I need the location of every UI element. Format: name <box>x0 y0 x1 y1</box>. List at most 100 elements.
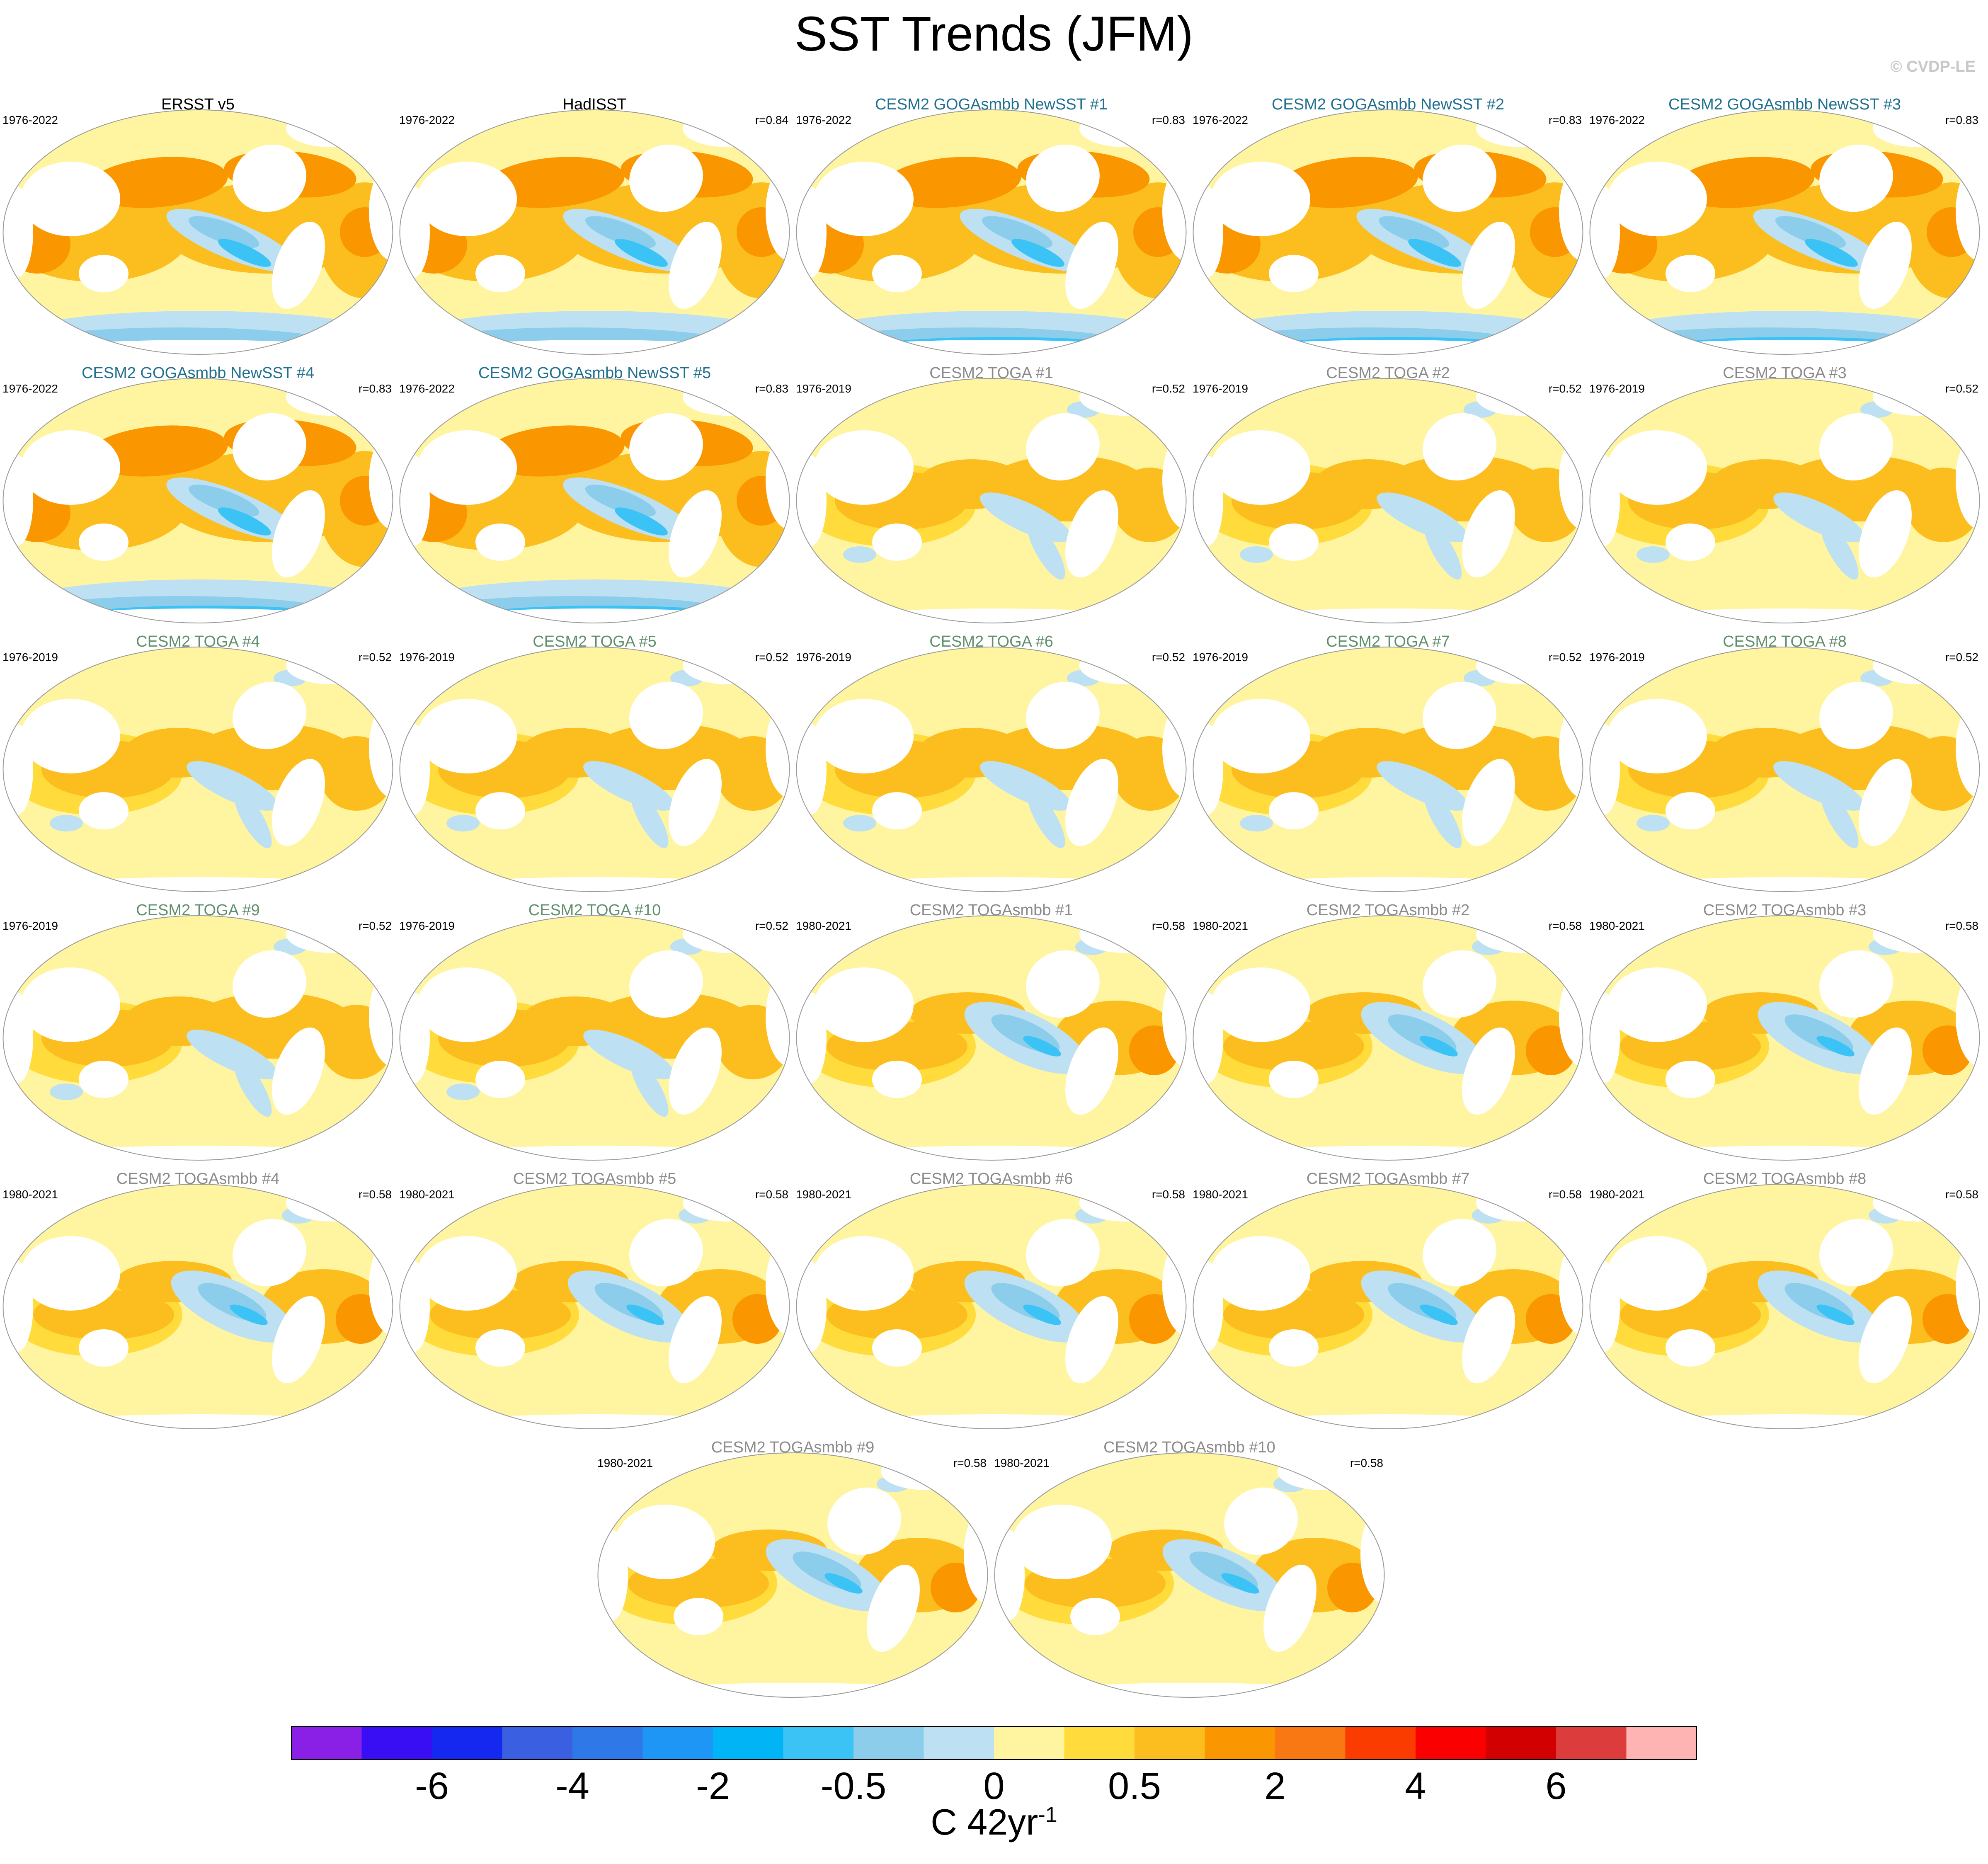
colorbar-swatch <box>1205 1726 1275 1760</box>
correlation-label: r=0.83 <box>358 382 392 395</box>
correlation-label: r=0.52 <box>755 919 788 932</box>
correlation-label: r=0.52 <box>1152 382 1185 395</box>
period-label: 1976-2022 <box>2 114 58 126</box>
colorbar-swatch <box>1275 1726 1346 1760</box>
period-label: 1976-2019 <box>1589 382 1645 395</box>
correlation-label: r=0.52 <box>1945 651 1978 664</box>
colorbar-swatch <box>432 1726 502 1760</box>
colorbar-swatch <box>924 1726 994 1760</box>
panel-title: CESM2 TOGAsmbb #1 <box>909 902 1073 919</box>
colorbar-swatch <box>291 1726 362 1760</box>
panel-title: CESM2 TOGAsmbb #6 <box>909 1170 1073 1188</box>
colorbar-swatch <box>361 1726 432 1760</box>
correlation-label: r=0.58 <box>1548 919 1582 932</box>
world-map <box>994 1452 1385 1698</box>
period-label: 1980-2021 <box>399 1188 455 1201</box>
correlation-label: r=0.83 <box>1152 114 1185 126</box>
period-label: 1980-2021 <box>994 1457 1050 1469</box>
correlation-label: r=0.52 <box>1945 382 1978 395</box>
world-map <box>1589 1184 1980 1429</box>
panel-title: CESM2 TOGA #1 <box>929 364 1053 382</box>
colorbar-swatch <box>1486 1726 1556 1760</box>
panel-title: CESM2 GOGAsmbb NewSST #1 <box>875 96 1108 113</box>
panel-title: CESM2 TOGAsmbb #10 <box>1103 1439 1275 1456</box>
map-panel: CESM2 TOGAsmbb #3 1980-2021 r=0.58 <box>1587 901 1983 1166</box>
period-label: 1976-2022 <box>796 114 851 126</box>
map-panel: CESM2 GOGAsmbb NewSST #2 1976-2022 r=0.83 <box>1190 95 1586 361</box>
world-map <box>1193 915 1583 1161</box>
colorbar-swatch <box>853 1726 924 1760</box>
world-map <box>1589 647 1980 892</box>
world-map <box>399 1184 790 1429</box>
world-map <box>597 1452 988 1698</box>
correlation-label: r=0.84 <box>755 114 788 126</box>
period-label: 1980-2021 <box>1193 919 1248 932</box>
world-map <box>2 647 393 892</box>
panel-title: CESM2 TOGA #3 <box>1723 364 1847 382</box>
world-map <box>399 647 790 892</box>
correlation-label: r=0.52 <box>1548 382 1582 395</box>
colorbar-swatch <box>642 1726 713 1760</box>
world-map <box>1589 378 1980 623</box>
panel-title: CESM2 GOGAsmbb NewSST #5 <box>478 364 711 382</box>
world-map <box>2 915 393 1161</box>
unit-exponent: -1 <box>1038 1803 1057 1827</box>
period-label: 1976-2019 <box>796 382 851 395</box>
correlation-label: r=0.52 <box>358 919 392 932</box>
correlation-label: r=0.58 <box>1350 1457 1383 1469</box>
panel-title: ERSST v5 <box>161 96 235 113</box>
period-label: 1976-2022 <box>1193 114 1248 126</box>
correlation-label: r=0.58 <box>1152 919 1185 932</box>
map-panel: ERSST v5 1976-2022 <box>0 95 396 361</box>
correlation-label: r=0.58 <box>1548 1188 1582 1201</box>
world-map <box>399 915 790 1161</box>
world-map <box>796 378 1187 623</box>
credit-label: © CVDP-LE <box>1890 58 1976 75</box>
world-map <box>1193 647 1583 892</box>
world-map <box>399 109 790 355</box>
period-label: 1976-2019 <box>2 651 58 664</box>
period-label: 1976-2022 <box>2 382 58 395</box>
colorbar-swatch <box>713 1726 783 1760</box>
map-panel: CESM2 GOGAsmbb NewSST #4 1976-2022 r=0.83 <box>0 364 396 629</box>
map-panel: CESM2 GOGAsmbb NewSST #1 1976-2022 r=0.83 <box>793 95 1189 361</box>
page-title: SST Trends (JFM) <box>795 7 1193 61</box>
panel-title: CESM2 TOGA #9 <box>136 902 260 919</box>
period-label: 1976-2019 <box>1193 651 1248 664</box>
world-map <box>1193 1184 1583 1429</box>
map-panel: CESM2 TOGA #5 1976-2019 r=0.52 <box>397 633 793 898</box>
map-panel: CESM2 TOGAsmbb #5 1980-2021 r=0.58 <box>397 1170 793 1435</box>
correlation-label: r=0.58 <box>358 1188 392 1201</box>
panel-title: CESM2 TOGAsmbb #9 <box>711 1439 875 1456</box>
world-map <box>2 378 393 623</box>
colorbar-swatch <box>502 1726 573 1760</box>
colorbar-unit-label: C 42yr-1 <box>0 1801 1988 1843</box>
panel-title: CESM2 TOGA #10 <box>528 902 661 919</box>
period-label: 1976-2019 <box>1193 382 1248 395</box>
correlation-label: r=0.83 <box>755 382 788 395</box>
map-panel: CESM2 TOGA #8 1976-2019 r=0.52 <box>1587 633 1983 898</box>
period-label: 1980-2021 <box>2 1188 58 1201</box>
period-label: 1980-2021 <box>1589 919 1645 932</box>
panel-title: CESM2 TOGA #6 <box>929 633 1053 650</box>
map-panel: CESM2 TOGA #9 1976-2019 r=0.52 <box>0 901 396 1166</box>
colorbar-swatch <box>1416 1726 1486 1760</box>
correlation-label: r=0.52 <box>1548 651 1582 664</box>
period-label: 1976-2022 <box>399 382 455 395</box>
period-label: 1980-2021 <box>597 1457 653 1469</box>
period-label: 1976-2019 <box>399 651 455 664</box>
period-label: 1976-2019 <box>2 919 58 932</box>
correlation-label: r=0.58 <box>1945 1188 1978 1201</box>
world-map <box>1589 915 1980 1161</box>
map-panel: CESM2 TOGAsmbb #8 1980-2021 r=0.58 <box>1587 1170 1983 1435</box>
map-panel: HadISST 1976-2022 r=0.84 <box>397 95 793 361</box>
panel-title: CESM2 TOGA #8 <box>1723 633 1847 650</box>
colorbar-swatch <box>1135 1726 1205 1760</box>
panel-title: CESM2 TOGAsmbb #5 <box>513 1170 676 1188</box>
map-panel: CESM2 TOGAsmbb #4 1980-2021 r=0.58 <box>0 1170 396 1435</box>
map-panel: CESM2 TOGA #1 1976-2019 r=0.52 <box>793 364 1189 629</box>
period-label: 1980-2021 <box>1589 1188 1645 1201</box>
period-label: 1976-2019 <box>796 651 851 664</box>
panel-title: CESM2 GOGAsmbb NewSST #2 <box>1271 96 1505 113</box>
panel-title: CESM2 TOGA #2 <box>1326 364 1450 382</box>
